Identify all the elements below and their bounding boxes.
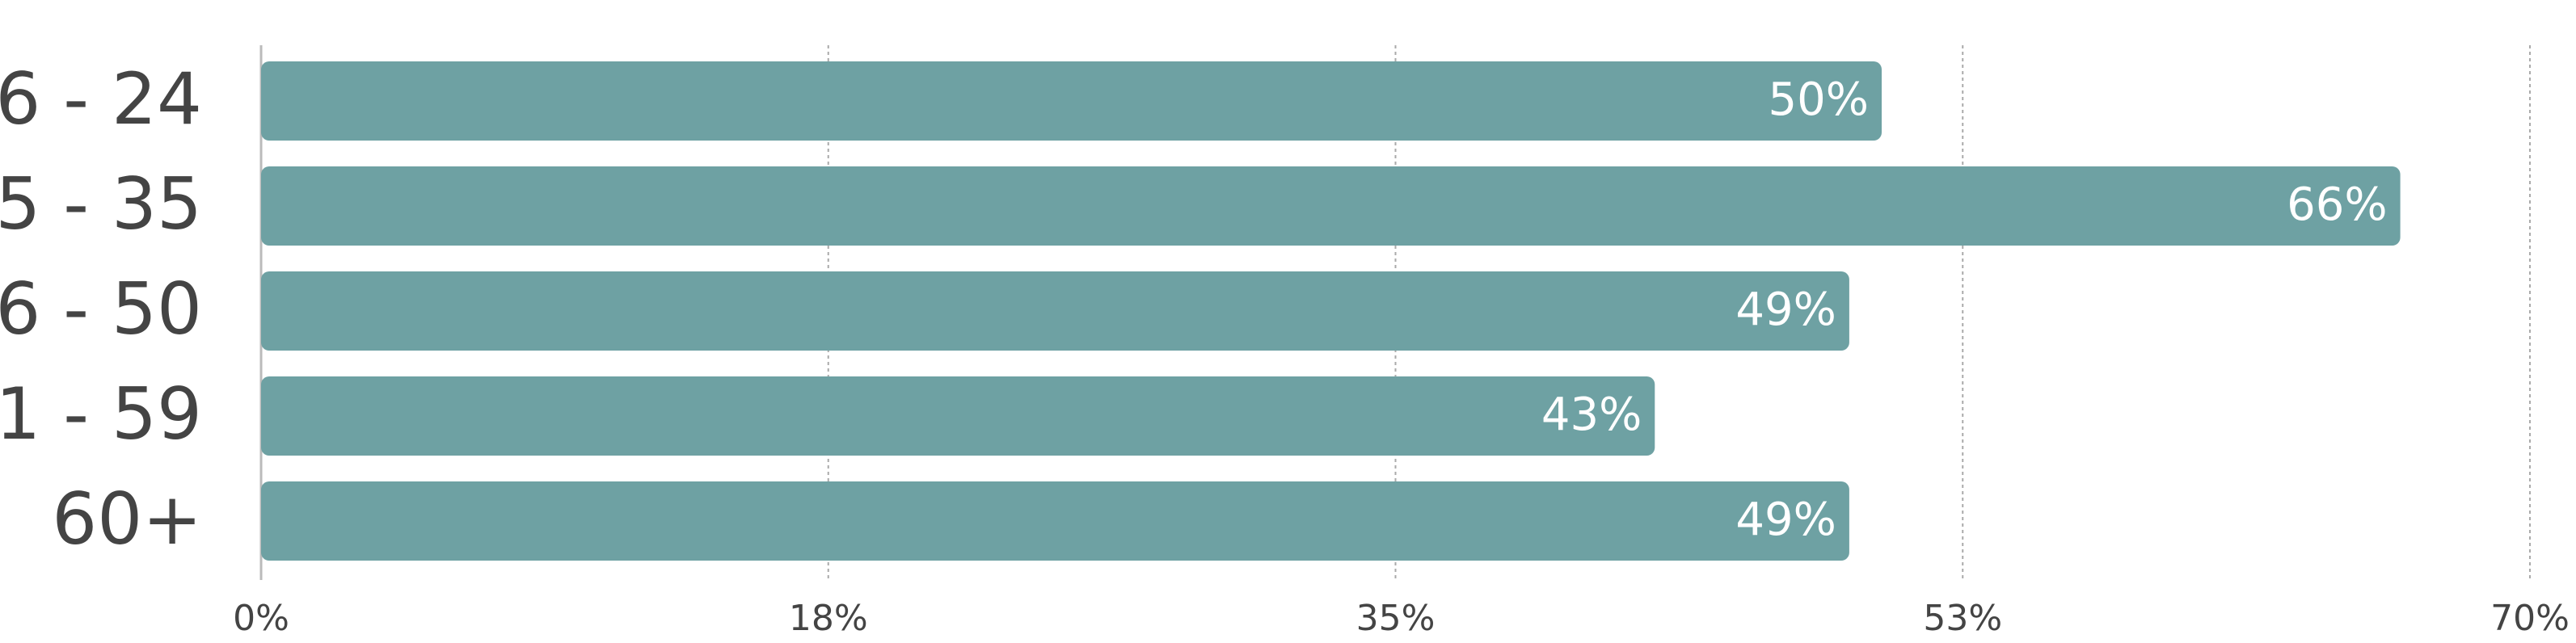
bar [261, 481, 1849, 561]
y-tick-label: 60+ [52, 477, 202, 561]
y-tick-label: 25 - 35 [0, 162, 202, 246]
x-tick-label: 0% [233, 598, 289, 639]
x-tick-label: 70% [2490, 598, 2570, 639]
bar [261, 166, 2401, 246]
value-label: 50% [1769, 74, 1869, 126]
y-tick-label: 51 - 59 [0, 372, 202, 456]
y-tick-label: 16 - 24 [0, 57, 202, 141]
x-tick-label: 35% [1356, 598, 1436, 639]
bar [261, 271, 1849, 351]
y-tick-label: 36 - 50 [0, 267, 202, 351]
x-tick-label: 53% [1923, 598, 2002, 639]
x-tick-label: 18% [789, 598, 868, 639]
bar [261, 61, 1882, 141]
value-label: 49% [1735, 284, 1836, 336]
bar [261, 376, 1655, 456]
value-label: 66% [2287, 179, 2387, 231]
value-label: 49% [1735, 494, 1836, 546]
value-label: 43% [1541, 389, 1642, 441]
